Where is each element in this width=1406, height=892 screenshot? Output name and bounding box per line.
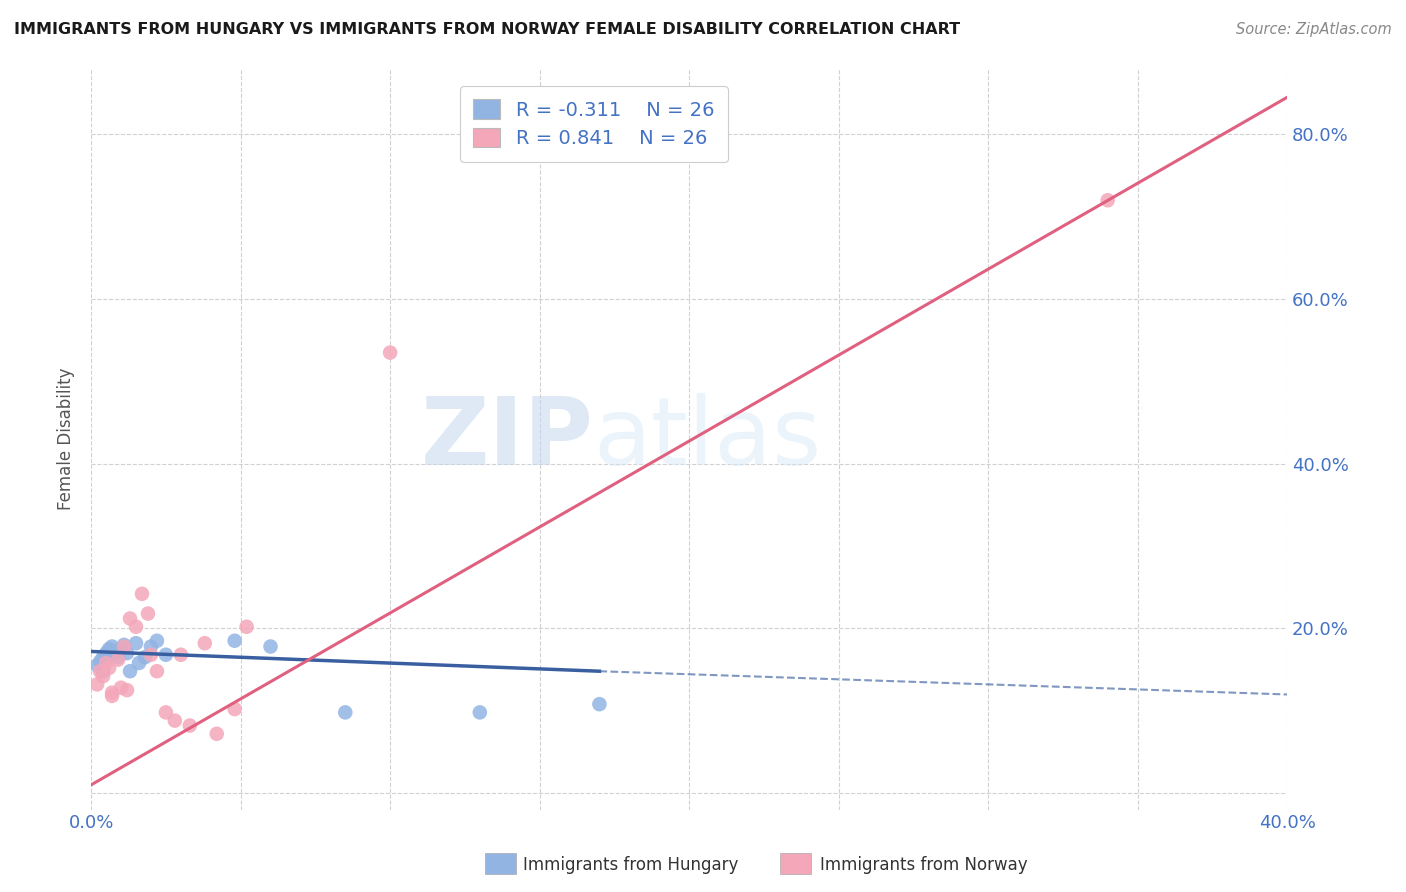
Point xyxy=(98,661,121,675)
Point xyxy=(112,638,135,652)
Point xyxy=(125,620,148,634)
Point xyxy=(146,664,169,678)
Text: Source: ZipAtlas.com: Source: ZipAtlas.com xyxy=(1236,22,1392,37)
Point xyxy=(194,636,217,650)
Point xyxy=(91,664,114,678)
Y-axis label: Female Disability: Female Disability xyxy=(58,368,75,510)
Legend: R = -0.311    N = 26, R = 0.841    N = 26: R = -0.311 N = 26, R = 0.841 N = 26 xyxy=(460,86,728,161)
Point xyxy=(107,650,129,665)
Point xyxy=(335,706,357,720)
Point xyxy=(179,718,201,732)
Point xyxy=(101,640,124,654)
Point xyxy=(101,689,124,703)
Point xyxy=(94,653,117,667)
Text: Immigrants from Hungary: Immigrants from Hungary xyxy=(523,856,738,874)
Point xyxy=(224,702,246,716)
Point xyxy=(94,656,117,670)
Point xyxy=(139,648,162,662)
Point xyxy=(170,648,193,662)
Point xyxy=(139,640,162,654)
Point xyxy=(235,620,257,634)
Point xyxy=(146,633,169,648)
Point xyxy=(378,345,401,359)
Point xyxy=(259,640,281,654)
Point xyxy=(155,706,177,720)
Point xyxy=(107,653,129,667)
Point xyxy=(115,683,138,698)
Point xyxy=(98,642,121,657)
Text: IMMIGRANTS FROM HUNGARY VS IMMIGRANTS FROM NORWAY FEMALE DISABILITY CORRELATION : IMMIGRANTS FROM HUNGARY VS IMMIGRANTS FR… xyxy=(14,22,960,37)
Point xyxy=(163,714,186,728)
Point xyxy=(224,633,246,648)
Point xyxy=(588,697,610,711)
Point xyxy=(128,656,150,670)
Text: ZIP: ZIP xyxy=(420,393,593,485)
Point xyxy=(115,646,138,660)
Point xyxy=(118,664,141,678)
Point xyxy=(110,681,132,695)
Point xyxy=(205,727,228,741)
Point xyxy=(125,636,148,650)
Point xyxy=(89,654,111,668)
Point xyxy=(86,658,108,673)
Text: atlas: atlas xyxy=(593,393,821,485)
Point xyxy=(89,664,111,678)
Point xyxy=(1097,194,1119,208)
Point xyxy=(104,644,127,658)
Point xyxy=(91,669,114,683)
Text: Immigrants from Norway: Immigrants from Norway xyxy=(820,856,1028,874)
Point xyxy=(112,640,135,654)
Point xyxy=(86,677,108,691)
Point xyxy=(101,648,124,662)
Point xyxy=(131,587,153,601)
Point xyxy=(101,685,124,699)
Point xyxy=(91,650,114,665)
Point xyxy=(136,607,159,621)
Point xyxy=(118,611,141,625)
Point xyxy=(110,642,132,657)
Point xyxy=(155,648,177,662)
Point xyxy=(134,650,156,665)
Point xyxy=(468,706,491,720)
Point xyxy=(94,646,117,660)
